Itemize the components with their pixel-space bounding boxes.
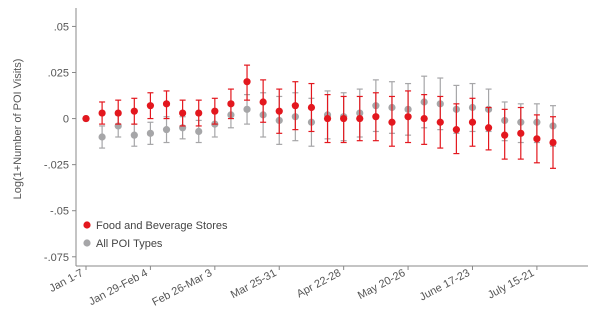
data-point [291, 102, 299, 110]
data-point [484, 124, 493, 132]
data-point [130, 107, 138, 115]
x-tick-label: Feb 26-Mar 3 [150, 267, 214, 309]
legend-label: All POI Types [96, 238, 163, 250]
data-point [323, 114, 332, 123]
data-marks [82, 64, 557, 169]
data-point [388, 118, 396, 126]
data-point [98, 109, 106, 117]
data-point [130, 131, 138, 139]
data-point [404, 113, 412, 121]
data-point [211, 107, 219, 115]
series-1 [82, 75, 557, 149]
x-tick-label: Jan 29-Feb 4 [87, 267, 150, 308]
y-ticks: .05 .025 0 -.025 -.05 -.075 [44, 21, 76, 264]
data-point [307, 103, 316, 112]
data-point [146, 102, 155, 110]
data-point [340, 114, 348, 123]
x-tick-label: May 20-26 [356, 267, 408, 302]
data-point [227, 100, 235, 108]
data-point [533, 135, 541, 143]
data-point [501, 131, 509, 139]
legend: Food and Beverage Stores All POI Types [83, 220, 228, 250]
data-point [179, 109, 187, 117]
y-tick-label: 0 [63, 114, 69, 126]
data-point [243, 105, 251, 113]
data-point [420, 114, 428, 123]
data-point [162, 100, 171, 108]
x-tick-label: Jan 1-7 [47, 267, 85, 295]
y-tick-label: -.025 [44, 160, 69, 172]
series-0 [82, 64, 557, 169]
x-tick-label: Apr 22-28 [295, 267, 343, 300]
data-point [98, 133, 106, 141]
data-point [452, 126, 460, 134]
data-point [162, 126, 171, 134]
x-tick-label: July 15-21 [486, 267, 536, 301]
data-point [195, 127, 203, 136]
data-point [356, 114, 364, 123]
data-point [436, 118, 444, 126]
data-point [517, 129, 525, 137]
data-point [82, 114, 90, 123]
data-point [195, 109, 203, 117]
x-tick-label: June 17-23 [418, 267, 472, 303]
legend-label: Food and Beverage Stores [96, 220, 228, 232]
y-tick-label: .05 [54, 21, 69, 33]
x-ticks: Jan 1-7 Jan 29-Feb 4 Feb 26-Mar 3 Mar 25-31… [47, 266, 538, 309]
legend-marker [83, 239, 91, 247]
data-point [259, 98, 267, 106]
data-point [549, 138, 557, 147]
y-tick-label: .025 [48, 68, 69, 80]
data-point [146, 129, 155, 137]
data-point [275, 107, 283, 115]
legend-marker [83, 221, 91, 229]
data-point [114, 109, 122, 117]
data-point [243, 78, 251, 86]
y-tick-label: -.075 [44, 252, 69, 264]
data-point [372, 113, 380, 121]
y-axis-title: Log(1+Number of POI Visits) [12, 59, 24, 200]
x-tick-label: Mar 25-31 [229, 267, 279, 301]
y-tick-label: -.05 [50, 206, 69, 218]
axes [75, 8, 588, 267]
data-point [468, 118, 477, 126]
